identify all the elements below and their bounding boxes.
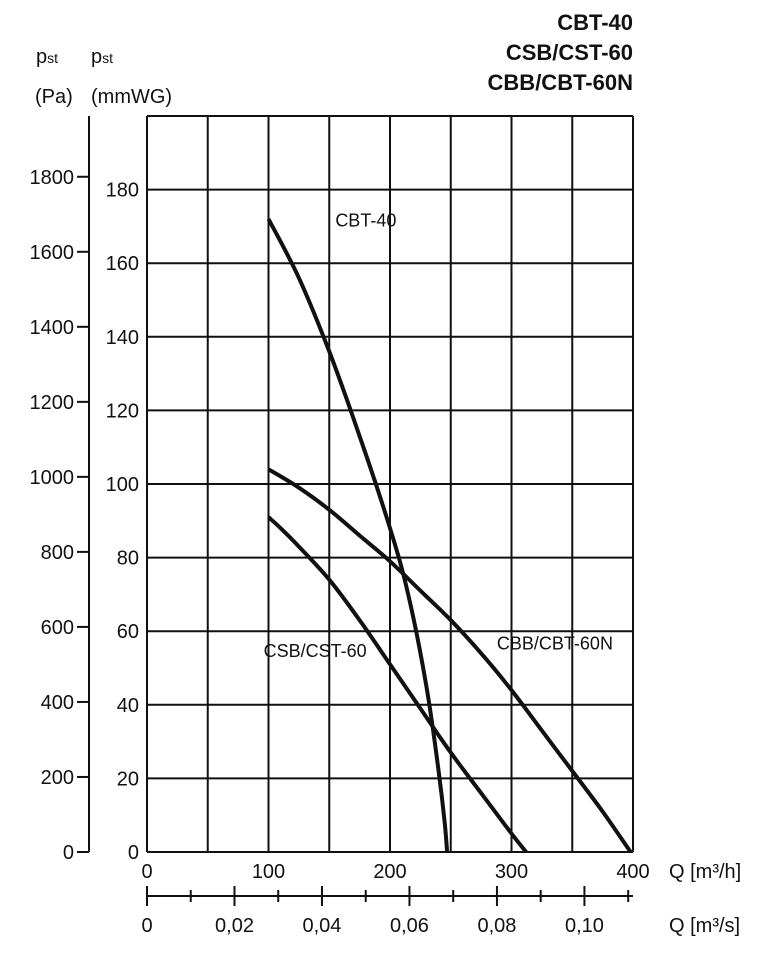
x-tick-label-2: 200 [373, 861, 406, 883]
x-axis-label: Q [m³/h] [669, 861, 741, 883]
y-axis-mmwg-unit: (mmWG) [91, 86, 173, 108]
curve-cbb-cbt-60n [267, 467, 633, 854]
curve-cbt-40 [266, 218, 450, 853]
curve-csb-cst-60 [267, 515, 528, 854]
y-tick-label-pa-3: 600 [41, 617, 74, 639]
y-tick-label-mmwg-7: 140 [106, 327, 139, 349]
y-axis-pa-symbol: pst [36, 46, 59, 68]
y-tick-label-mmwg-4: 80 [117, 548, 139, 570]
y-tick-label-pa-7: 1400 [30, 317, 75, 339]
y-tick-label-mmwg-2: 40 [117, 695, 139, 717]
y-tick-label-mmwg-5: 100 [106, 474, 139, 496]
y-tick-label-mmwg-8: 160 [106, 253, 139, 275]
y-tick-label-pa-4: 800 [41, 542, 74, 564]
y-tick-label-pa-8: 1600 [30, 242, 75, 264]
curve-label-cbt-40: CBT-40 [335, 210, 396, 230]
y-axis-pa-unit: (Pa) [35, 86, 73, 108]
model-title-3: CBB/CBT-60N [487, 70, 633, 95]
y-tick-label-pa-1: 200 [41, 767, 74, 789]
y-tick-label-mmwg-6: 120 [106, 400, 139, 422]
curve-label-cbb-cbt-60n: CBB/CBT-60N [497, 634, 613, 654]
y-tick-label-pa-0: 0 [63, 842, 74, 864]
x2-tick-label-2: 0,04 [303, 915, 342, 937]
y-tick-label-pa-2: 400 [41, 692, 74, 714]
y-axis-mmwg-symbol: pst [91, 46, 114, 68]
y-tick-label-mmwg-9: 180 [106, 180, 139, 202]
y-tick-label-pa-6: 1200 [30, 392, 75, 414]
x-tick-label-0: 0 [141, 861, 152, 883]
x-tick-label-1: 100 [252, 861, 285, 883]
x-tick-label-4: 400 [616, 861, 649, 883]
x-tick-label-3: 300 [495, 861, 528, 883]
curve-label-csb-cst-60: CSB/CST-60 [264, 641, 367, 661]
y-tick-label-pa-5: 1000 [30, 467, 75, 489]
model-title-1: CBT-40 [557, 10, 633, 35]
y-tick-label-mmwg-0: 0 [128, 842, 139, 864]
x2-tick-label-1: 0,02 [215, 915, 254, 937]
x2-tick-label-5: 0,10 [565, 915, 604, 937]
x2-tick-label-3: 0,06 [390, 915, 429, 937]
x2-axis-label: Q [m³/s] [669, 915, 740, 937]
y-tick-label-mmwg-3: 60 [117, 621, 139, 643]
y-tick-label-pa-9: 1800 [30, 167, 75, 189]
y-tick-label-mmwg-1: 20 [117, 768, 139, 790]
model-title-2: CSB/CST-60 [505, 40, 633, 65]
x2-tick-label-0: 0 [141, 915, 152, 937]
x2-tick-label-4: 0,08 [477, 915, 516, 937]
